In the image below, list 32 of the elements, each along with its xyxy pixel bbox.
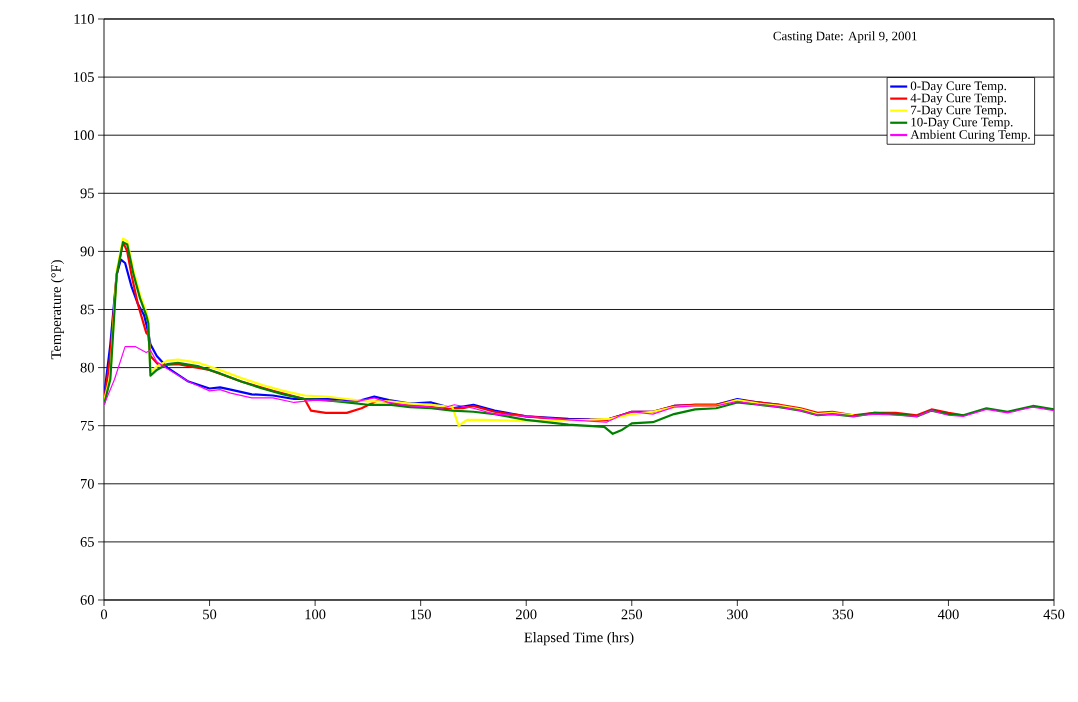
x-tick-label: 0 [100, 609, 108, 620]
x-tick-label: 300 [727, 609, 748, 620]
y-tick-label: 75 [80, 420, 94, 431]
y-axis-title: Temperature (°F) [50, 260, 64, 360]
annotation: Casting Date: April 9, 2001 [773, 31, 917, 44]
x-tick-label: 50 [203, 609, 217, 620]
x-tick-label: 250 [621, 609, 643, 620]
x-tick-label: 400 [937, 609, 959, 620]
y-tick-label: 110 [74, 14, 94, 24]
legend-label: 10-Day Cure Temp. [911, 117, 1013, 130]
x-tick-label: 450 [1043, 609, 1065, 620]
y-tick-label: 60 [80, 595, 94, 605]
y-tick-label: 70 [80, 478, 94, 489]
line-series [104, 346, 1055, 423]
legend-label: 4-Day Cure Temp. [910, 93, 1007, 105]
line-series [104, 237, 855, 427]
x-tick-label: 100 [305, 609, 326, 620]
line-series [104, 241, 1055, 435]
legend-label: 0-Day Cure Temp. [910, 81, 1007, 93]
y-tick-label: 105 [74, 72, 94, 82]
legend-label: 7-Day Cure Temp. [911, 105, 1007, 118]
legend-label: Ambient Curing Temp. [910, 129, 1030, 142]
y-tick-label: 65 [80, 537, 94, 547]
x-axis-title: Elapsed Time (hrs) [524, 632, 634, 646]
y-tick-label: 85 [80, 304, 94, 315]
y-tick-label: 90 [80, 246, 94, 257]
x-tick-label: 150 [411, 609, 431, 620]
x-tick-label: 200 [516, 609, 537, 620]
y-tick-label: 95 [80, 188, 94, 199]
x-tick-label: 350 [832, 609, 854, 620]
y-tick-label: 80 [80, 362, 94, 373]
y-tick-label: 100 [74, 130, 94, 141]
